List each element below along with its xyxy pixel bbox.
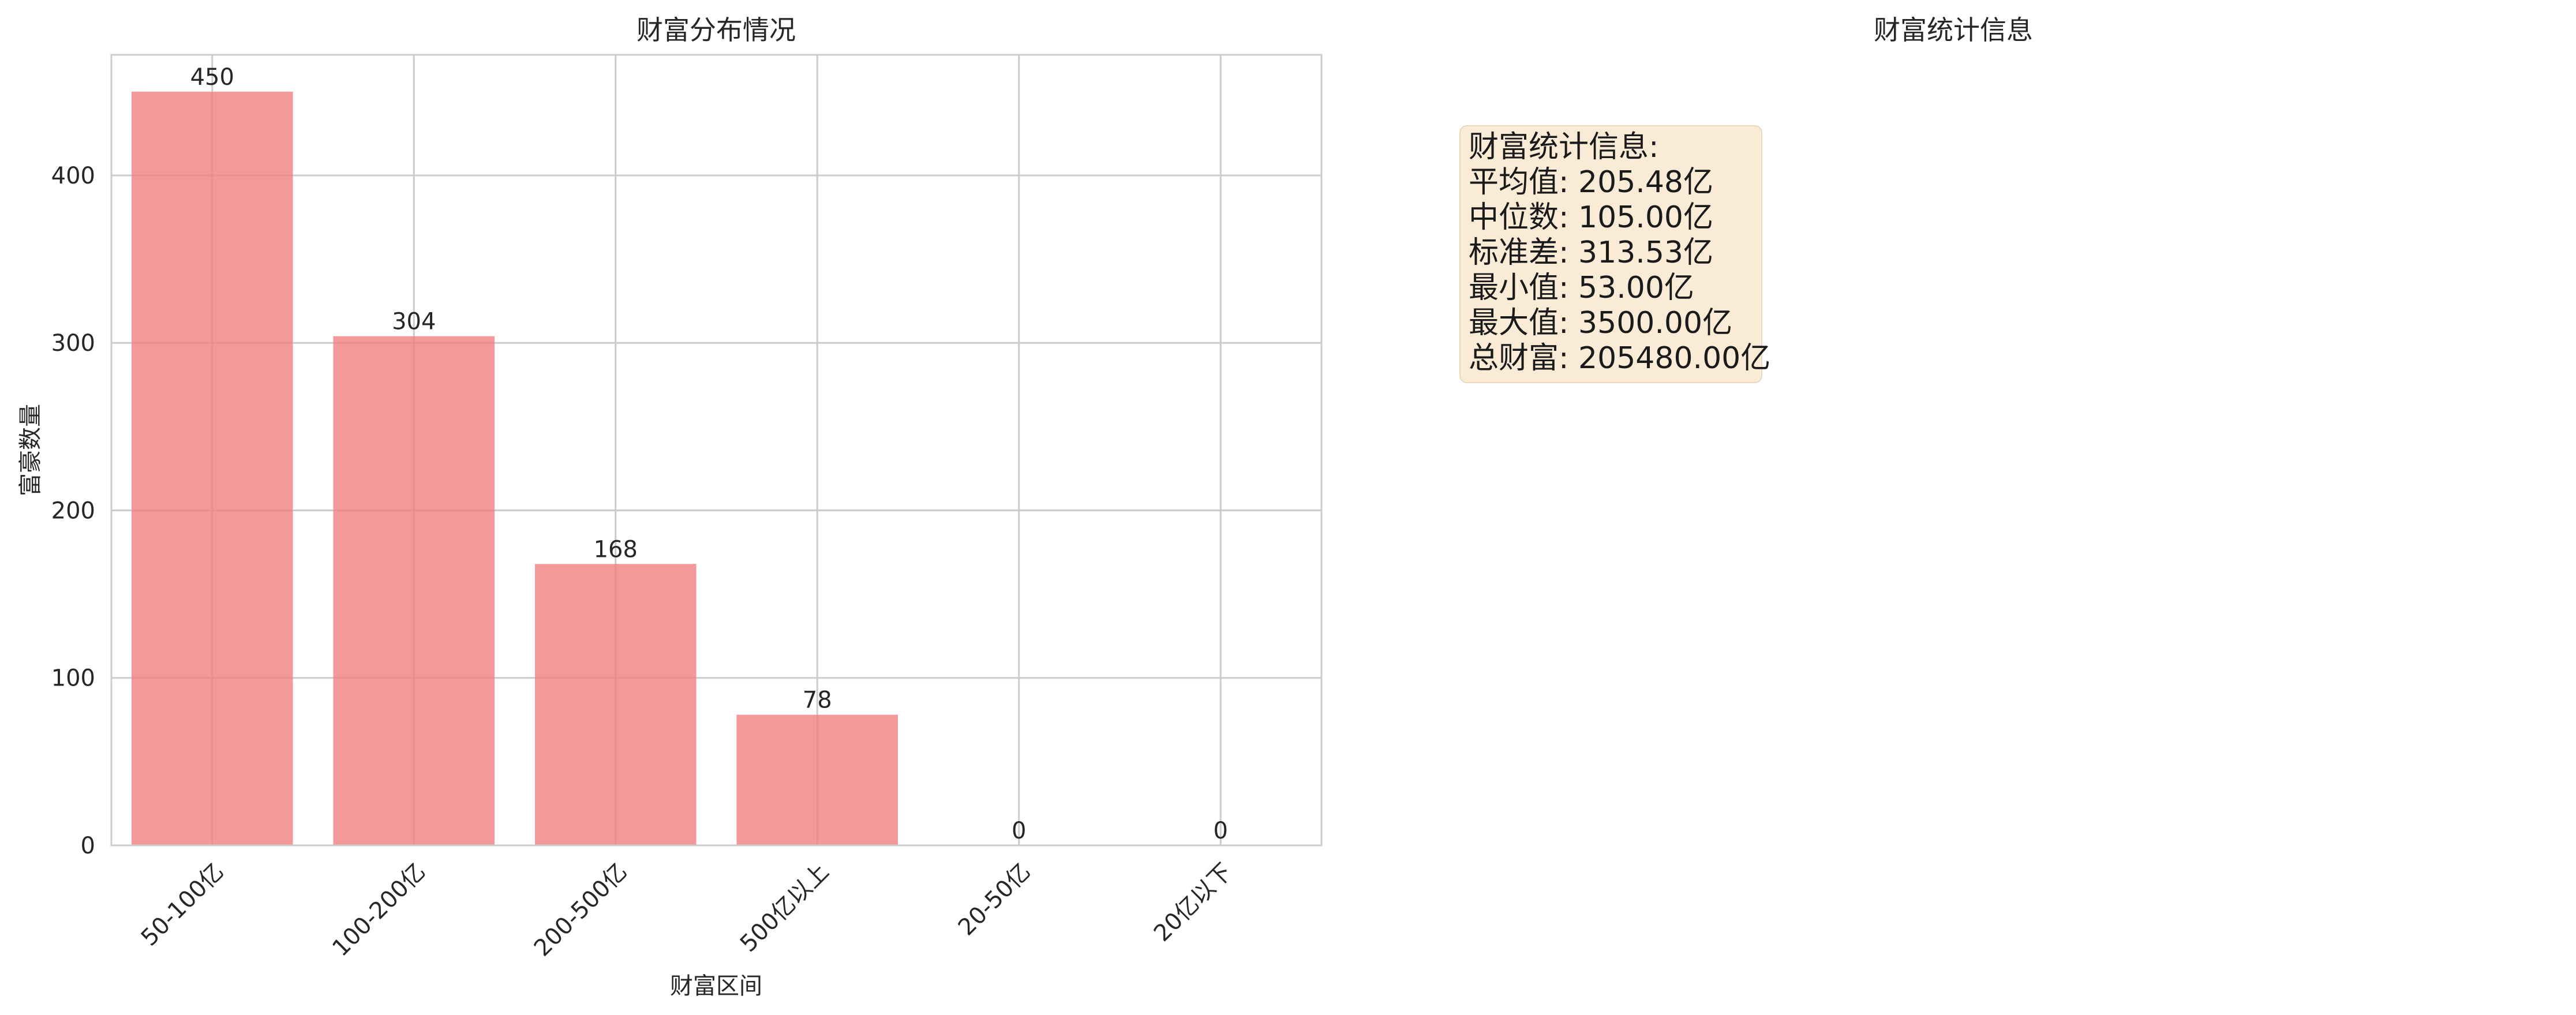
bar [333, 336, 495, 845]
bars [131, 91, 898, 845]
y-tick-label: 300 [51, 330, 95, 357]
stats-line: 最小值: 53.00亿 [1469, 271, 1694, 305]
y-axis-label: 富豪数量 [17, 404, 44, 496]
y-tick-label: 100 [51, 665, 95, 692]
data-label: 450 [190, 64, 234, 91]
x-axis-label: 财富区间 [670, 973, 762, 999]
y-tick-label: 0 [81, 833, 95, 859]
stats-line: 总财富: 205480.00亿 [1469, 341, 1770, 376]
data-label: 0 [1012, 818, 1026, 844]
data-label: 78 [803, 687, 832, 714]
bar [736, 714, 898, 845]
stats-line: 财富统计信息: [1469, 130, 1659, 164]
plot-frame [110, 54, 1323, 847]
data-label: 168 [594, 536, 638, 563]
stats-box [1459, 125, 1762, 383]
stats-line: 最大值: 3500.00亿 [1469, 306, 1732, 340]
stats-line: 标准差: 313.53亿 [1469, 235, 1713, 270]
chart-title: 财富分布情况 [636, 14, 796, 46]
data-label: 0 [1214, 818, 1228, 844]
y-tick-label: 400 [51, 163, 95, 189]
bar [534, 564, 697, 845]
y-tick-label: 200 [51, 497, 95, 524]
data-labels: 450 304 168 78 0 0 [190, 64, 1228, 844]
stats-panel-title: 财富统计信息 [1874, 14, 2033, 46]
y-tick-labels: 0 100 200 300 400 [51, 163, 95, 859]
stats-line: 中位数: 105.00亿 [1469, 200, 1713, 235]
data-label: 304 [392, 309, 436, 335]
bar [131, 91, 293, 845]
stats-line: 平均值: 205.48亿 [1469, 165, 1713, 200]
